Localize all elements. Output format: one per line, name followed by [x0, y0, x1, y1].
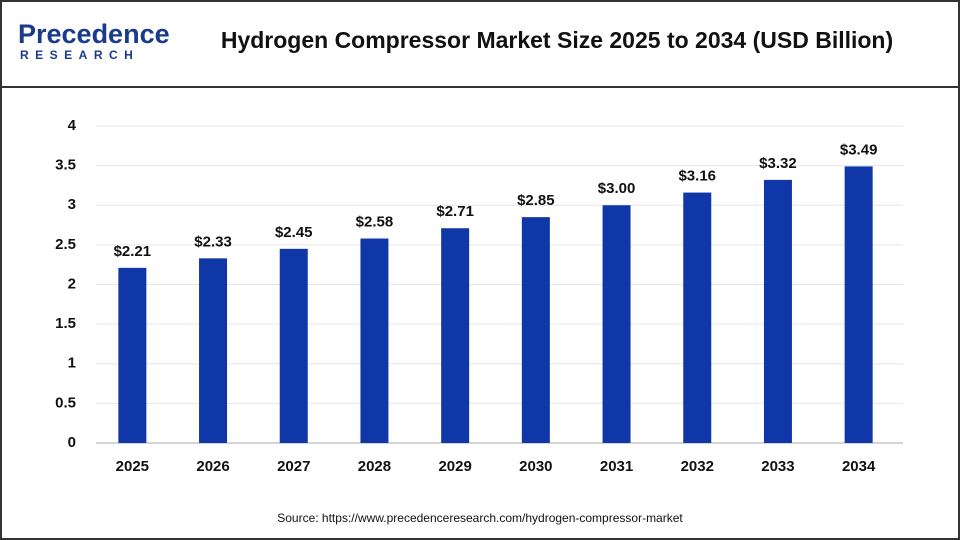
bar — [118, 267, 147, 443]
chart-title: Hydrogen Compressor Market Size 2025 to … — [221, 27, 893, 53]
value-label: $3.00 — [598, 180, 636, 197]
y-tick-label: 0 — [68, 434, 76, 451]
value-label: $2.58 — [356, 214, 394, 231]
value-label: $3.16 — [678, 168, 716, 185]
y-tick-label: 3.5 — [55, 157, 76, 174]
y-tick-label: 2 — [68, 275, 76, 292]
y-tick-label: 1.5 — [55, 315, 76, 332]
x-tick-label: 2033 — [761, 458, 794, 475]
y-tick-label: 0.5 — [55, 394, 76, 411]
value-label: $3.49 — [840, 141, 878, 158]
bar — [683, 192, 712, 443]
bar — [763, 179, 792, 443]
logo: Precedence — [18, 19, 170, 49]
x-tick-label: 2026 — [196, 458, 229, 475]
x-tick-label: 2030 — [519, 458, 552, 475]
bar — [441, 228, 470, 443]
logo-sub: RESEARCH — [20, 48, 139, 62]
value-label: $2.71 — [436, 203, 474, 220]
y-tick-label: 2.5 — [55, 236, 76, 253]
bar — [602, 205, 631, 443]
x-tick-label: 2027 — [277, 458, 310, 475]
x-tick-label: 2032 — [681, 458, 714, 475]
bar — [360, 238, 389, 443]
x-tick-label: 2031 — [600, 458, 633, 475]
value-label: $2.21 — [114, 243, 152, 260]
x-tick-label: 2028 — [358, 458, 391, 475]
value-label: $2.85 — [517, 192, 555, 209]
bar — [844, 166, 873, 444]
bar — [279, 248, 308, 443]
source: Source: https://www.precedenceresearch.c… — [277, 511, 683, 525]
value-label: $2.33 — [194, 233, 232, 250]
bar — [521, 217, 550, 443]
y-tick-label: 4 — [68, 117, 77, 134]
bar — [199, 258, 228, 443]
value-label: $2.45 — [275, 224, 313, 241]
x-tick-label: 2029 — [438, 458, 471, 475]
x-tick-label: 2034 — [842, 458, 876, 475]
value-label: $3.32 — [759, 155, 797, 172]
y-tick-label: 3 — [68, 196, 76, 213]
x-tick-label: 2025 — [116, 458, 149, 475]
y-tick-label: 1 — [68, 355, 76, 372]
